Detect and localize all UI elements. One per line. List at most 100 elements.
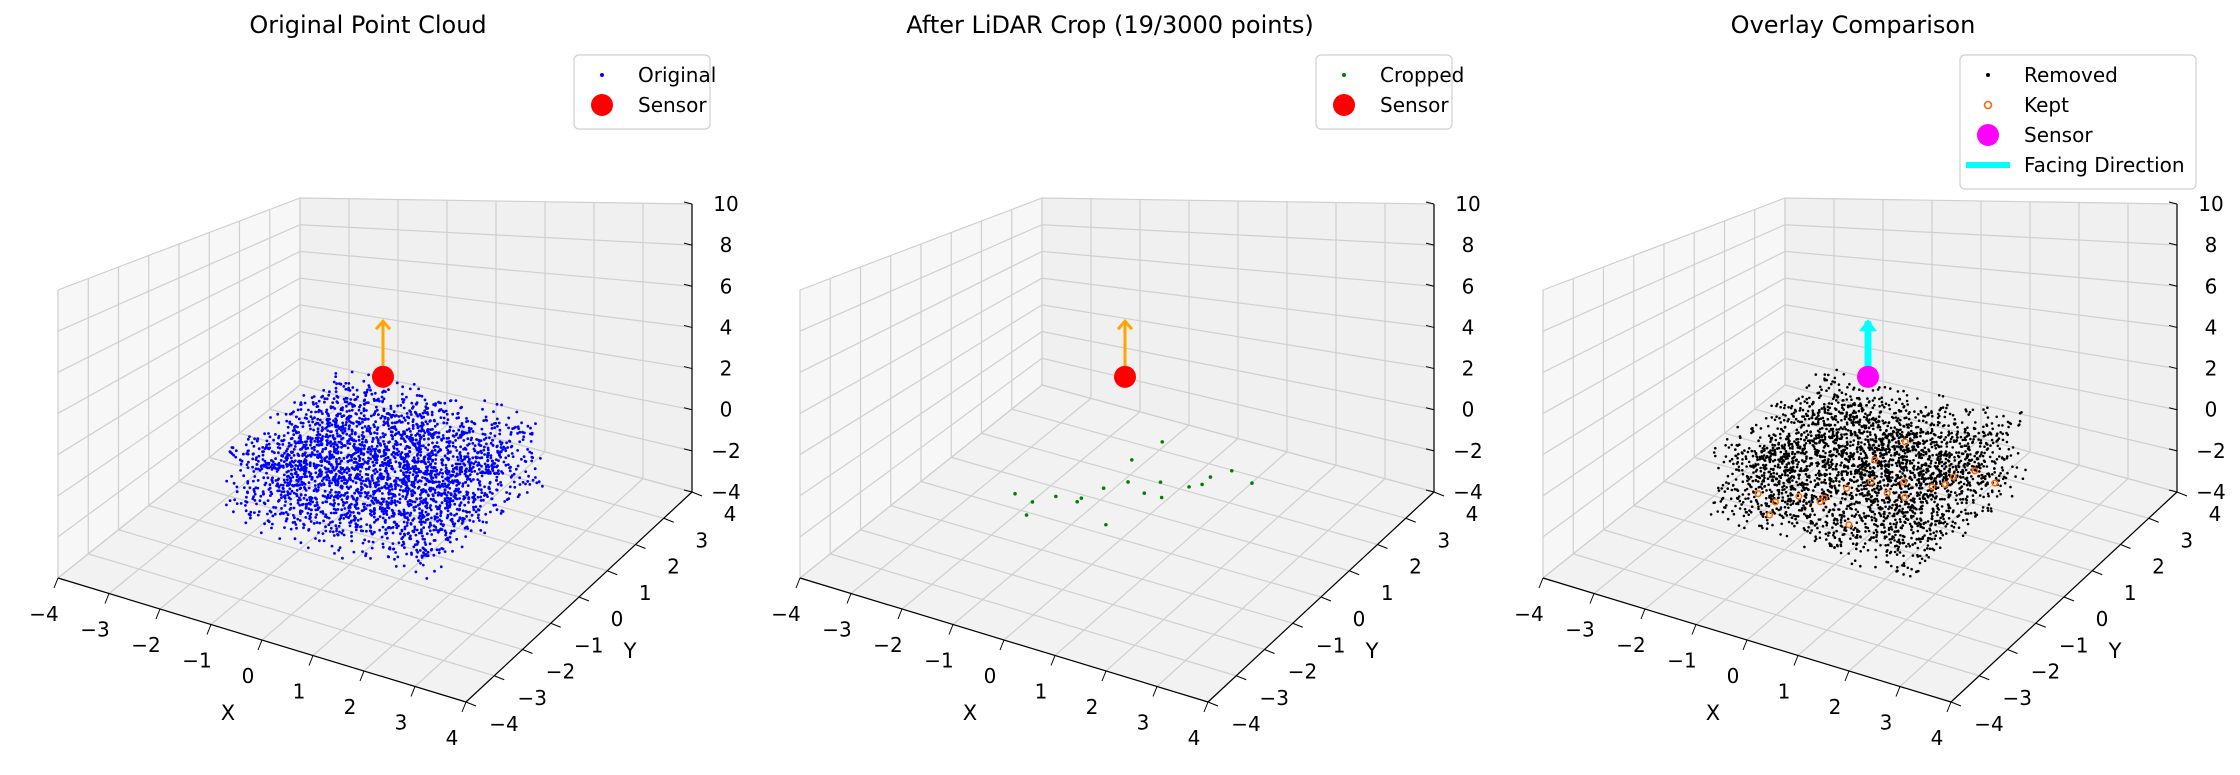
point [317, 464, 320, 467]
point [314, 471, 318, 475]
z-tick-label: 4 [720, 315, 733, 339]
point [268, 483, 272, 487]
point [2018, 419, 2022, 423]
point [444, 533, 447, 537]
x-tick-label: −3 [80, 618, 109, 642]
z-tick [1425, 489, 1435, 493]
point [341, 421, 345, 425]
point [461, 509, 465, 513]
point [381, 461, 384, 464]
point [455, 449, 459, 452]
point [1931, 514, 1934, 518]
z-tick [683, 448, 693, 452]
point [446, 478, 449, 482]
point [373, 431, 376, 435]
point [387, 555, 390, 559]
point [393, 442, 397, 446]
y-tick [2120, 544, 2131, 549]
point [365, 390, 369, 394]
point [1894, 523, 1898, 526]
point [1989, 444, 1992, 447]
point [268, 435, 272, 439]
point [283, 496, 287, 500]
point [1863, 468, 1867, 472]
point [484, 415, 488, 419]
point [347, 427, 351, 431]
y-tick [2063, 596, 2075, 602]
point [1798, 469, 1802, 473]
point [403, 527, 407, 531]
point [1937, 394, 1941, 397]
point [403, 440, 407, 443]
point [493, 422, 496, 425]
point [1923, 548, 1926, 552]
point [320, 429, 324, 433]
point [1902, 405, 1906, 408]
point [413, 485, 416, 489]
point [293, 537, 297, 541]
point [332, 507, 336, 511]
point [458, 451, 462, 454]
point [478, 483, 482, 487]
z-tick [1425, 283, 1435, 287]
point [331, 436, 335, 439]
point [398, 463, 402, 467]
point [1907, 412, 1910, 416]
direction-arrowhead [1116, 319, 1134, 331]
point [1907, 483, 1911, 486]
point [1839, 464, 1842, 467]
point [403, 467, 407, 471]
point [1900, 491, 1903, 494]
point [350, 466, 354, 470]
point [327, 523, 331, 527]
point [395, 522, 399, 526]
x-tick-label: 4 [1188, 726, 1201, 750]
point [1947, 506, 1951, 510]
point [356, 487, 359, 491]
point [400, 481, 404, 484]
point [495, 417, 499, 421]
point [287, 441, 291, 445]
point [1030, 500, 1035, 504]
point [365, 409, 368, 412]
point [1910, 525, 1914, 529]
point [441, 472, 444, 475]
point [1874, 565, 1877, 569]
point [316, 438, 319, 441]
point [526, 424, 530, 428]
x-tick-label: −2 [1616, 633, 1645, 657]
point [1856, 510, 1860, 514]
point [414, 402, 418, 406]
point [465, 431, 469, 435]
z-tick [683, 366, 693, 370]
point [395, 414, 398, 417]
point [274, 506, 278, 509]
point [448, 540, 452, 544]
point [445, 456, 449, 460]
point [493, 426, 497, 430]
point [298, 519, 302, 522]
point [441, 524, 445, 528]
point [1909, 498, 1913, 502]
point [1829, 412, 1833, 416]
point [418, 439, 422, 443]
point [331, 466, 335, 470]
point [337, 524, 341, 528]
point [427, 494, 430, 497]
x-tick-label: 1 [293, 680, 306, 704]
point [1796, 463, 1799, 466]
point [1782, 481, 1785, 485]
point [462, 447, 465, 451]
point [466, 484, 470, 487]
point [376, 438, 380, 441]
point [442, 416, 446, 420]
point [271, 463, 274, 466]
point [360, 491, 363, 495]
point [368, 465, 371, 469]
point [315, 501, 319, 504]
point [356, 518, 360, 522]
point [439, 565, 443, 569]
point [1906, 403, 1909, 406]
point [1894, 441, 1898, 444]
point [280, 454, 283, 458]
